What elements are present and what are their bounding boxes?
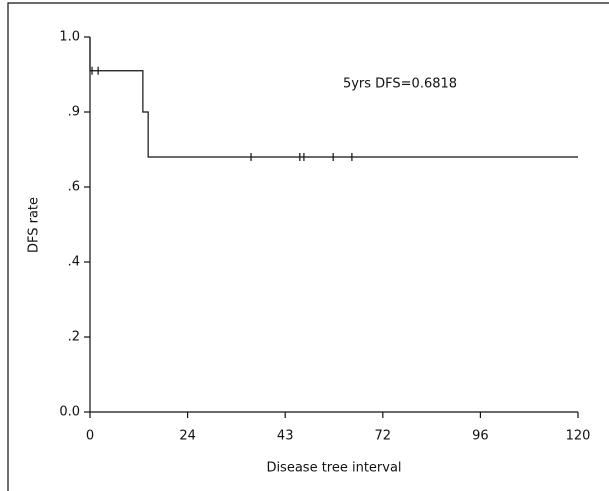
axes — [89, 37, 578, 413]
x-tick-label: 24 — [179, 429, 196, 444]
annotation: 5yrs DFS=0.6818 — [343, 77, 457, 92]
x-axis-label: Disease tree interval — [266, 461, 401, 476]
frame — [7, 2, 609, 491]
y-tick-label: .6 — [68, 180, 80, 195]
x-tick-label: 43 — [277, 429, 294, 444]
y-tick-label: 0.0 — [59, 405, 80, 420]
y-tick-label: .9 — [68, 105, 80, 120]
y-axis-label: DFS rate — [27, 197, 42, 253]
x-tick-label: 0 — [86, 429, 94, 444]
y-tick-label: .2 — [68, 330, 80, 345]
y-tick-label: .4 — [68, 255, 80, 270]
y-tick-label: 1.0 — [59, 30, 80, 45]
x-tick-label: 72 — [375, 429, 392, 444]
survival-curve — [89, 37, 578, 158]
x-tick-label: 96 — [472, 429, 489, 444]
x-tick-label: 120 — [566, 429, 591, 444]
